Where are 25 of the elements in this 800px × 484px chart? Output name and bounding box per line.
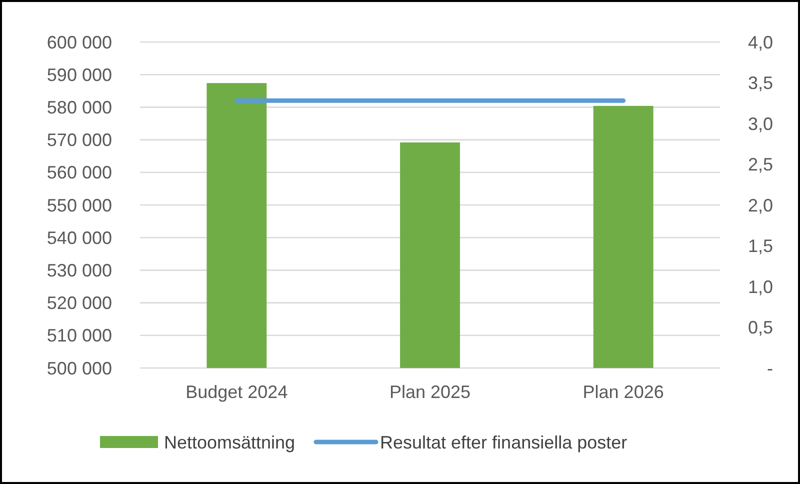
x-tick-label: Plan 2025: [389, 382, 471, 402]
y-tick-label: 540 000: [46, 228, 112, 248]
y2-tick-label: 1,5: [748, 236, 773, 256]
y2-tick-label: 3,5: [748, 73, 773, 94]
y2-tick-label: 0,5: [748, 318, 773, 338]
y2-tick-label: 2,0: [748, 195, 773, 216]
legend-label: Nettoomsättning: [164, 432, 296, 452]
y-tick-label: 510 000: [46, 326, 112, 346]
y-tick-label: 500 000: [46, 358, 112, 378]
y-tick-label: 590 000: [46, 64, 112, 85]
x-tick-label: Plan 2026: [582, 382, 664, 402]
x-tick-label: Budget 2024: [186, 382, 288, 402]
y-tick-label: 600 000: [46, 32, 112, 52]
y-tick-label: 580 000: [46, 98, 112, 118]
y-tick-label: 570 000: [46, 130, 112, 150]
y2-tick-label: -: [767, 358, 773, 378]
y-tick-label: 530 000: [46, 260, 112, 280]
y2-tick-label: 2,5: [748, 154, 773, 175]
y2-tick-label: 3,0: [748, 114, 773, 134]
legend-label: Resultat efter finansiella poster: [380, 432, 628, 452]
y-tick-label: 520 000: [46, 293, 112, 314]
y-tick-label: 550 000: [46, 195, 112, 216]
y2-tick-label: 4,0: [748, 32, 773, 52]
y2-tick-label: 1,0: [748, 276, 773, 297]
y-tick-label: 560 000: [46, 162, 112, 183]
